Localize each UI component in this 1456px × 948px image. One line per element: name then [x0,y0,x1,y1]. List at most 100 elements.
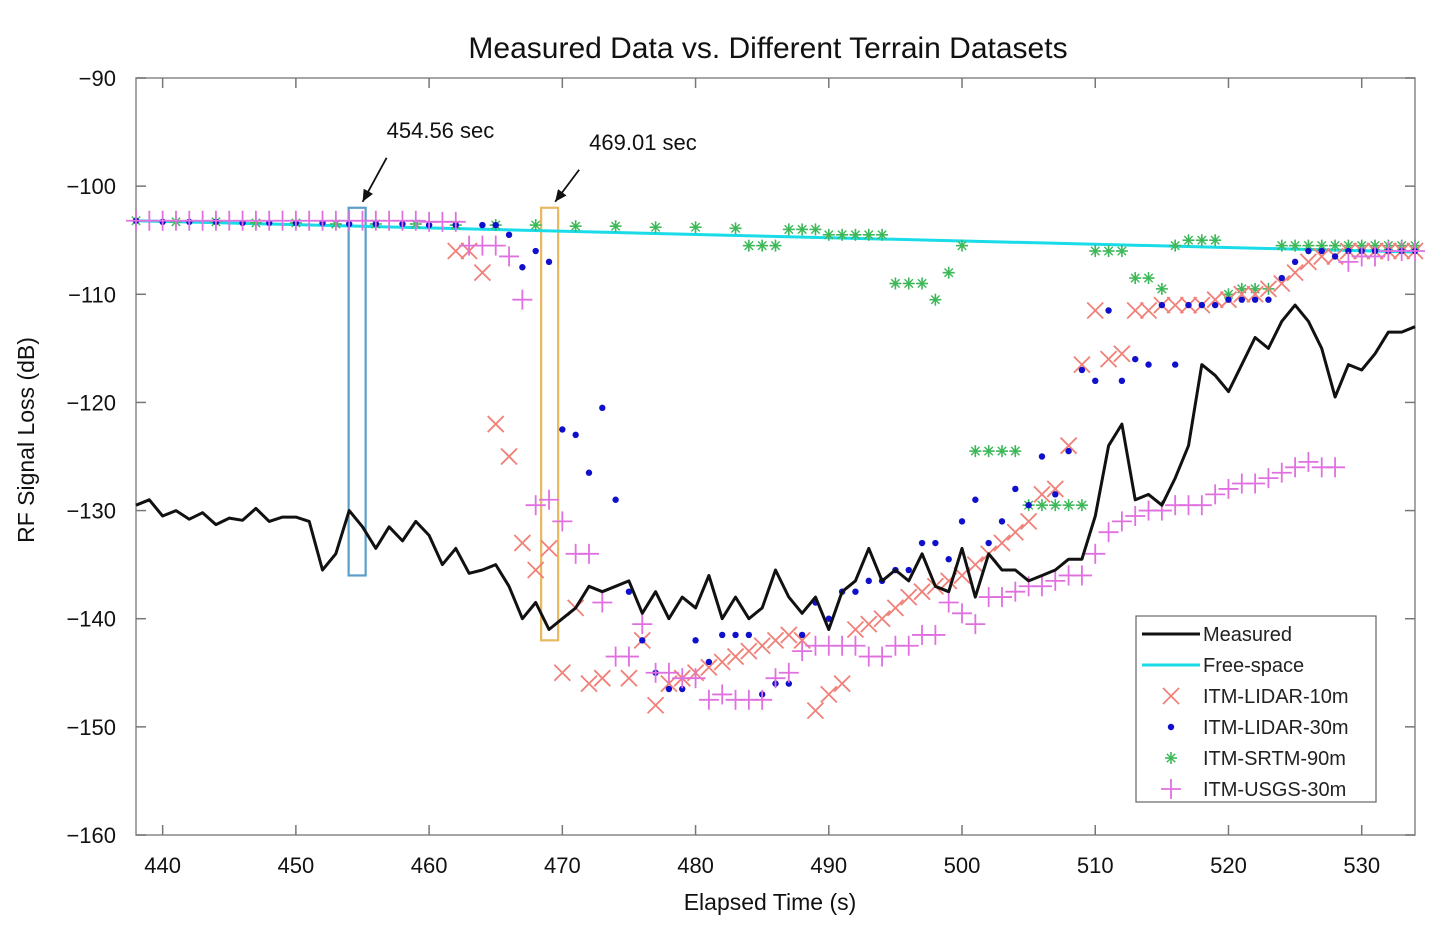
data-point [1318,247,1325,255]
data-point [872,646,893,667]
data-point [532,247,539,255]
marker-stroke [610,221,621,231]
data-point [1059,437,1078,455]
data-point [982,445,995,458]
data-point [753,637,771,655]
data-point [646,696,665,714]
data-point [1078,366,1086,374]
data-point [713,653,731,671]
legend-label: ITM-LIDAR-10m [1203,686,1349,708]
data-point [1052,491,1059,498]
marker-stroke [1046,480,1064,498]
data-point [1198,301,1206,309]
marker-stroke [1183,235,1194,245]
data-point [1251,296,1259,303]
data-point [1167,723,1175,731]
data-point [1142,272,1155,285]
data-point [809,223,822,236]
marker-stroke [944,267,954,278]
data-point [1278,274,1285,282]
data-point [836,228,849,241]
marker-stroke [1303,240,1314,251]
data-point [649,221,662,234]
x-tick-labels: 440 450 460 470 480 490 500 510 520 530 [144,853,1380,878]
marker-stroke [780,626,798,644]
data-point [1033,485,1051,503]
data-point [620,669,638,687]
data-point [1111,511,1132,532]
marker-stroke [753,637,771,655]
data-point [1118,377,1126,384]
data-point [1025,501,1032,509]
data-point [1271,462,1292,483]
data-point [1126,301,1144,320]
data-point [1092,377,1099,384]
data-point [1005,581,1026,602]
marker-stroke [930,294,941,305]
x-tick-label: 470 [544,853,581,878]
marker-stroke [846,620,865,639]
data-point [845,635,866,656]
data-point [985,539,992,547]
marker-stroke [784,224,794,235]
y-tick-label: −150 [66,715,116,740]
marker-stroke [860,615,878,633]
data-point [798,631,806,639]
marker-stroke [1010,446,1021,456]
data-point [1185,301,1192,309]
data-point [612,496,619,503]
marker-stroke [1170,240,1180,251]
x-tick-label: 460 [411,853,448,878]
data-point [902,277,915,290]
data-point [719,631,726,639]
data-point [578,543,599,564]
marker-stroke [1277,240,1287,251]
data-point [1158,301,1166,309]
marker-stroke [913,583,931,601]
data-point [1161,779,1181,799]
data-point [625,588,633,595]
marker-stroke [1330,240,1340,251]
data-point [1205,484,1226,505]
data-point [692,637,699,644]
marker-stroke [1086,301,1104,320]
marker-stroke [1317,240,1327,251]
marker-stroke [850,230,861,240]
data-point [945,556,952,563]
data-point [712,684,733,705]
data-point [609,220,622,233]
data-point [782,223,795,236]
series-layer [126,210,1425,720]
marker-stroke [620,669,638,687]
data-point [405,210,426,231]
data-point [1035,499,1048,512]
data-point [1209,234,1222,247]
marker-stroke [500,447,518,466]
data-point [1191,495,1212,516]
marker-stroke [1006,523,1024,541]
x-tick-label: 490 [810,853,847,878]
data-point [1046,480,1064,498]
marker-stroke [1103,246,1114,256]
data-point [820,685,838,704]
marker-stroke [690,222,701,232]
data-point [865,577,872,585]
data-point [825,615,832,622]
data-point [862,228,875,241]
data-point [559,426,566,433]
annotation-arrowhead [555,189,567,202]
data-point [658,662,679,683]
data-point [698,689,719,710]
marker-stroke [873,610,891,628]
marker-stroke [1073,355,1091,374]
legend-label: ITM-USGS-30m [1203,779,1346,801]
marker-stroke [1117,246,1127,256]
marker-stroke [1139,301,1158,320]
marker-stroke [473,264,492,282]
marker-stroke [740,642,758,660]
data-point [745,631,753,639]
data-point [1102,245,1115,258]
marker-stroke [983,446,994,456]
marker-stroke [806,701,825,720]
